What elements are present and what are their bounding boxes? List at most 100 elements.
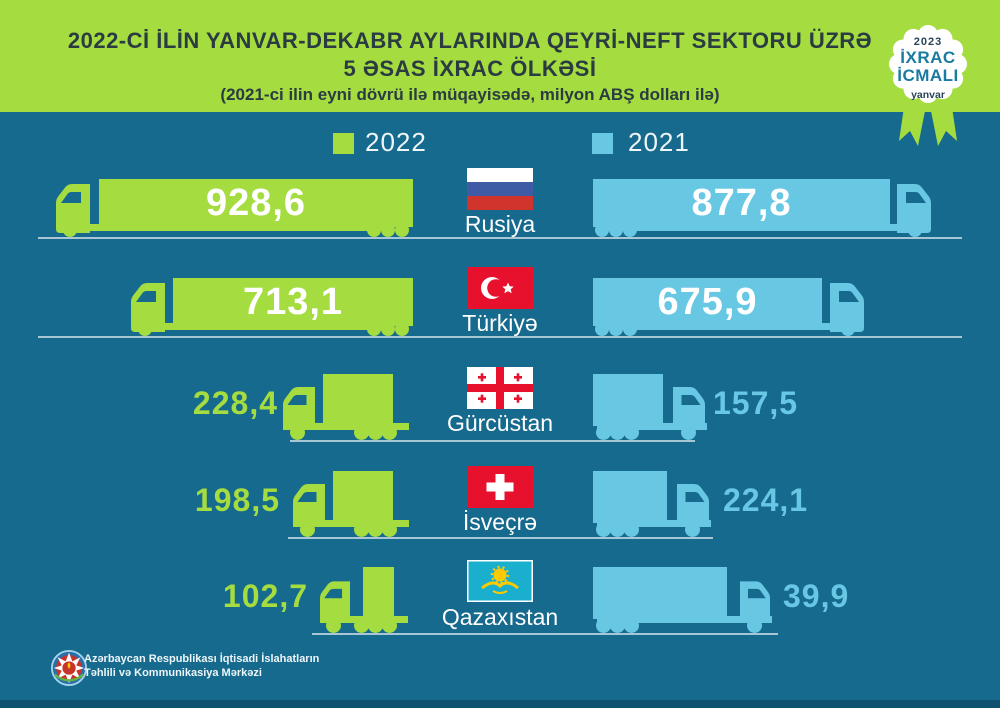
- wheel: [290, 425, 305, 440]
- title-line1: 2022-Cİ İLİN YANVAR-DEKABR AYLARINDA QEY…: [67, 28, 873, 53]
- truck-box: [363, 567, 394, 619]
- wheel: [624, 522, 639, 537]
- wheel: [367, 223, 381, 237]
- wheel: [624, 618, 639, 633]
- wheel: [681, 425, 696, 440]
- value-2022-qazaxistan: 102,7: [222, 578, 308, 614]
- badge-title-line2: İCMALI: [897, 66, 959, 85]
- truck-cab-icon: [830, 283, 864, 332]
- truck-trailer: 713,1: [173, 278, 413, 326]
- truck-cab-icon: [740, 581, 770, 622]
- georgia-flag: [467, 367, 533, 409]
- kazakhstan-flag: [467, 560, 533, 602]
- value-2022-gurcustan: 228,4: [192, 385, 278, 421]
- wheel: [382, 618, 397, 633]
- truck-chassis: [283, 423, 409, 430]
- road-line: [38, 237, 962, 239]
- wheel: [596, 618, 611, 633]
- wheel: [623, 322, 637, 336]
- truck-trailer: 928,6: [99, 179, 413, 227]
- truck-cab-icon: [897, 184, 931, 233]
- value-2021-rusiya: 877,8: [691, 181, 792, 224]
- wheel: [596, 425, 611, 440]
- truck-chassis: [165, 323, 390, 330]
- wheel: [595, 322, 609, 336]
- value-2021-gurcustan: 157,5: [713, 385, 799, 421]
- wheel: [382, 425, 397, 440]
- legend-swatch-2021: [592, 133, 613, 154]
- badge-title-line1: İXRAC: [900, 48, 956, 67]
- country-label-gurcustan: Gürcüstan: [446, 410, 554, 436]
- truck-cab-icon: [293, 484, 325, 527]
- bottom-strip: [0, 700, 1000, 708]
- wheel: [326, 618, 341, 633]
- wheel: [609, 223, 623, 237]
- footer-org-line2: Təhlili və Kommunikasiya Mərkəzi: [84, 667, 262, 679]
- truck-cab-icon: [677, 484, 709, 527]
- russia-flag: [467, 168, 533, 210]
- wheel: [354, 522, 369, 537]
- azerbaijan-emblem-icon: [50, 649, 88, 687]
- value-2022-isvecre: 198,5: [194, 482, 280, 518]
- wheel: [623, 223, 637, 237]
- truck-chassis: [597, 423, 707, 430]
- road-line: [312, 633, 778, 635]
- truck-chassis: [605, 224, 905, 231]
- wheel: [595, 223, 609, 237]
- country-label-turkiye: Türkiyə: [462, 310, 538, 336]
- legend-label-2022: 2022: [365, 127, 427, 157]
- wheel: [368, 618, 383, 633]
- wheel: [395, 322, 409, 336]
- badge-seal: 2023 İXRAC İCMALI yanvar: [874, 10, 982, 150]
- truck-trailer: 675,9: [593, 278, 822, 326]
- truck-chassis: [597, 616, 772, 623]
- truck-cab-icon: [673, 387, 705, 430]
- wheel: [624, 425, 639, 440]
- wheel: [300, 522, 315, 537]
- wheel: [381, 223, 395, 237]
- value-2022-rusiya: 928,6: [205, 181, 307, 224]
- turkey-flag: [467, 267, 533, 309]
- truck-cab-icon: [283, 387, 315, 430]
- wheel: [368, 425, 383, 440]
- badge-rosette-icon: [889, 25, 967, 146]
- badge-month: yanvar: [911, 89, 945, 101]
- wheel: [368, 522, 383, 537]
- wheel: [747, 618, 762, 633]
- truck-chassis: [90, 224, 382, 231]
- road-line: [290, 440, 695, 442]
- truck-cab-icon: [131, 283, 165, 332]
- country-label-isvecre: İsveçrə: [462, 509, 538, 535]
- truck-box: [593, 567, 727, 619]
- wheel: [354, 618, 369, 633]
- value-2021-isvecre: 224,1: [723, 482, 809, 518]
- truck-box: [593, 471, 667, 523]
- value-2021-qazaxistan: 39,9: [783, 578, 850, 614]
- truck-chassis: [605, 323, 845, 330]
- wheel: [138, 322, 152, 336]
- wheel: [381, 322, 395, 336]
- truck-trailer: 877,8: [593, 179, 890, 227]
- wheel: [382, 522, 397, 537]
- wheel: [610, 425, 625, 440]
- truck-cab-icon: [56, 184, 90, 233]
- wheel: [908, 223, 922, 237]
- wheel: [596, 522, 611, 537]
- badge-year: 2023: [913, 36, 943, 48]
- truck-box: [593, 374, 663, 426]
- legend-swatch-2022: [333, 133, 354, 154]
- road-line: [288, 537, 713, 539]
- wheel: [63, 223, 77, 237]
- wheel: [354, 425, 369, 440]
- country-label-qazaxistan: Qazaxıstan: [441, 604, 559, 630]
- truck-chassis: [293, 520, 409, 527]
- footer-org-line1: Azərbaycan Respublikası İqtisadi İslahat…: [84, 653, 320, 665]
- subtitle: (2021-ci ilin eyni dövrü ilə müqayisədə,…: [220, 85, 720, 104]
- wheel: [609, 322, 623, 336]
- truck-box: [333, 471, 393, 523]
- legend-label-2021: 2021: [628, 127, 690, 157]
- header-band: 2022-Cİ İLİN YANVAR-DEKABR AYLARINDA QEY…: [0, 0, 1000, 112]
- value-2022-turkiye: 713,1: [242, 280, 344, 323]
- truck-chassis: [597, 520, 711, 527]
